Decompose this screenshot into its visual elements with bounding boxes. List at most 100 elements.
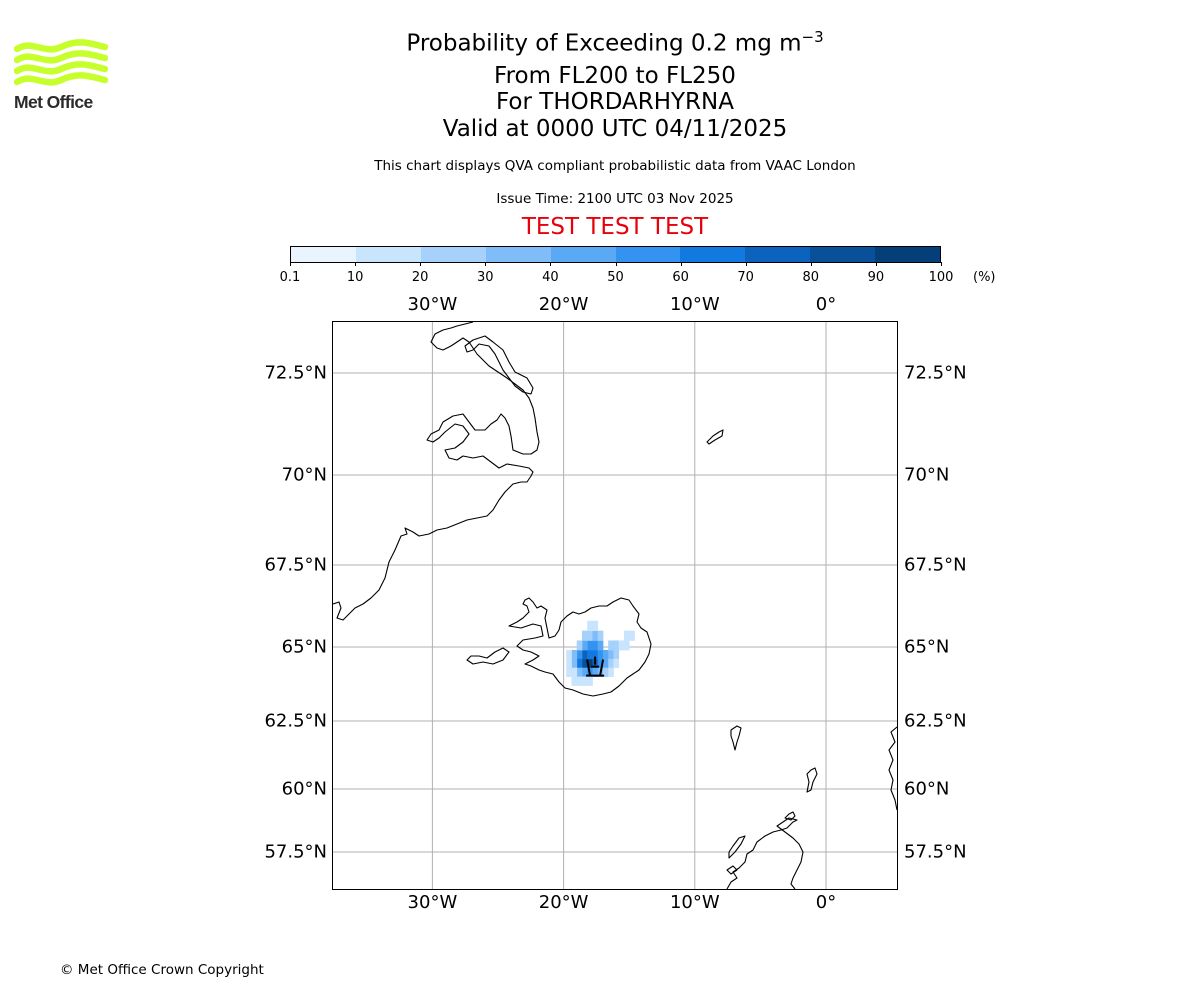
probability-cell: [571, 676, 578, 686]
colorbar-segment: [420, 247, 486, 262]
probability-cell: [592, 640, 599, 651]
map-canvas: [333, 322, 897, 889]
longitude-label: 10°W: [669, 294, 720, 315]
coastline-scotland: [726, 817, 804, 889]
probability-cell: [581, 667, 588, 677]
colorbar-tickmark: [615, 262, 617, 266]
probability-field: [566, 620, 635, 686]
longitude-label: 0°: [815, 294, 837, 315]
probability-cell: [597, 658, 604, 669]
coastline-greenland-island: [466, 647, 510, 665]
latitude-label: 65°N: [904, 636, 950, 658]
probability-cell: [592, 649, 599, 660]
probability-cell: [602, 667, 609, 677]
probability-cell: [602, 658, 609, 669]
probability-cell: [623, 630, 630, 641]
colorbar-tick-label: 40: [542, 270, 559, 285]
probability-cell: [576, 676, 583, 686]
probability-cell: [613, 649, 620, 660]
probability-cell: [571, 649, 578, 660]
probability-cell: [608, 667, 614, 677]
probability-cell: [602, 649, 609, 660]
probability-cell: [629, 630, 635, 641]
colorbar-segment: [291, 247, 356, 262]
test-banner: TEST TEST TEST: [521, 214, 709, 240]
probability-cell: [587, 676, 593, 686]
probability-cell: [571, 667, 578, 677]
coastlines: [333, 322, 897, 889]
met-office-logo-text: Met Office: [14, 92, 93, 112]
latitude-label: 65°N: [281, 636, 327, 658]
issue-time: Issue Time: 2100 UTC 03 Nov 2025: [496, 191, 734, 207]
probability-cell: [571, 658, 578, 669]
coastline-faroe: [730, 725, 742, 751]
colorbar-tick-label: 0.1: [279, 270, 301, 285]
latitude-label: 62.5°N: [904, 710, 967, 732]
probability-cell: [566, 649, 572, 660]
colorbar-tickmark: [745, 262, 747, 266]
probability-cell: [587, 630, 593, 641]
colorbar-segment: [355, 247, 421, 262]
latitude-label: 72.5°N: [264, 362, 327, 384]
colorbar-tick-label: 30: [477, 270, 494, 285]
probability-cell: [581, 649, 588, 660]
latitude-label: 72.5°N: [904, 362, 967, 384]
colorbar-segment: [550, 247, 616, 262]
colorbar-tickmark: [485, 262, 487, 266]
valid-time: Valid at 0000 UTC 04/11/2025: [442, 116, 788, 142]
probability-cell: [566, 667, 572, 677]
probability-cell: [608, 649, 614, 660]
colorbar-segment: [680, 247, 746, 262]
latitude-label: 60°N: [281, 778, 327, 800]
colorbar-segment: [745, 247, 811, 262]
colorbar-tick-label: 70: [737, 270, 754, 285]
colorbar-tickmark: [290, 262, 291, 266]
probability-cell: [576, 640, 583, 651]
colorbar-tick-label: 90: [867, 270, 885, 285]
colorbar-tickmark: [941, 262, 942, 266]
coastline-greenland: [333, 322, 540, 621]
probability-colorbar: [290, 246, 941, 263]
probability-cell: [592, 620, 599, 631]
probability-cell: [597, 640, 604, 651]
colorbar-tick-label: 60: [672, 270, 689, 285]
latitude-label: 57.5°N: [904, 841, 967, 863]
longitude-label: 30°W: [407, 294, 458, 315]
latitude-label: 57.5°N: [264, 841, 327, 863]
volcano-name: For THORDARHYRNA: [496, 89, 734, 115]
chart-title: Probability of Exceeding 0.2 mg m−3: [0, 28, 1200, 57]
map-frame: [332, 321, 898, 890]
probability-cell: [587, 649, 593, 660]
graticule: [333, 322, 897, 889]
probability-cell: [576, 658, 583, 669]
probability-cell: [592, 667, 599, 677]
latitude-label: 60°N: [904, 778, 950, 800]
coastline-norway: [888, 726, 897, 811]
volcano-icon: [586, 656, 605, 677]
coastline-greenland-fjord: [464, 335, 534, 395]
colorbar-segment: [485, 247, 551, 262]
probability-cell: [576, 667, 583, 677]
probability-cell: [597, 649, 604, 660]
probability-cell: [581, 640, 588, 651]
latitude-label: 70°N: [904, 464, 950, 486]
latitude-label: 62.5°N: [264, 710, 327, 732]
probability-cell: [566, 658, 572, 669]
colorbar-tickmark: [810, 262, 812, 266]
probability-cell: [608, 658, 614, 669]
longitude-label: 0°: [815, 892, 837, 913]
volcano-marker: [586, 656, 605, 677]
colorbar-tick-label: 80: [802, 270, 820, 285]
chart-description: This chart displays QVA compliant probab…: [374, 158, 856, 174]
latitude-label: 67.5°N: [264, 554, 327, 576]
probability-cell: [597, 630, 604, 641]
probability-cell: [592, 630, 599, 641]
latitude-label: 67.5°N: [904, 554, 967, 576]
colorbar-tick-label: 100: [928, 270, 954, 285]
probability-cell: [587, 640, 593, 651]
colorbar-segment: [875, 247, 941, 262]
probability-cell: [581, 658, 588, 669]
coastline-iceland: [508, 597, 652, 697]
colorbar-tickmark: [355, 262, 357, 266]
coastline-shetland: [806, 767, 818, 793]
